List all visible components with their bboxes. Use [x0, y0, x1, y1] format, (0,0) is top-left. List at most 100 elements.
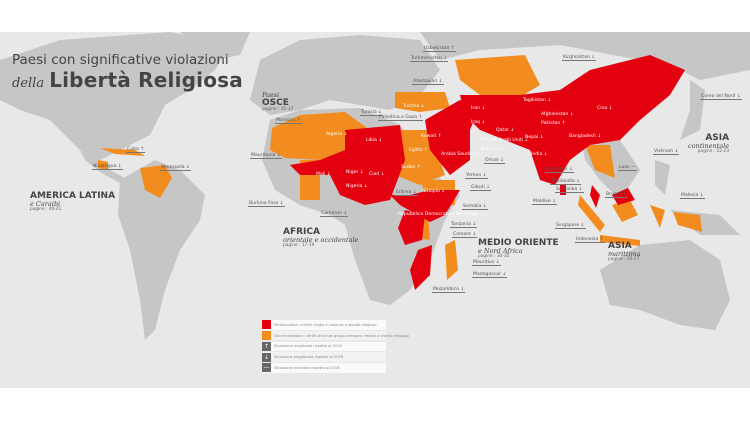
country-name: Maldive: [533, 199, 551, 204]
country-name: Eritrea: [396, 190, 412, 195]
legend-swatch-icon: [262, 320, 271, 330]
trend-arrow-icon: ↓: [674, 149, 679, 154]
title-prefix: della: [12, 76, 45, 91]
country-label: Mali ↓: [315, 172, 332, 177]
country-name: Cuba: [127, 147, 139, 152]
region-subtitle: e Nord Africa: [478, 247, 523, 256]
country-name: Afghanistan: [541, 112, 569, 117]
trend-arrow-icon: ↓: [460, 287, 465, 292]
country-name: Madagascar: [473, 272, 501, 277]
trend-arrow-icon: ↓: [441, 189, 446, 194]
trend-arrow-icon: ↑: [416, 165, 421, 170]
trend-arrow-icon: ↑: [140, 147, 145, 152]
legend-swatch-icon: —: [262, 363, 271, 373]
legend-swatch-icon: ↓: [262, 352, 271, 362]
country-name: Sri Lanka: [556, 187, 578, 192]
trend-arrow-icon: ↓: [279, 201, 284, 206]
country-label: Corea del Nord ↓: [700, 94, 742, 100]
country-label: Mauritius ↓: [472, 260, 501, 266]
legend-text: Situazione migliorata rispetto al 2016: [274, 344, 342, 349]
country-name: Venezuela: [161, 165, 185, 170]
trend-arrow-icon: ↓: [502, 272, 507, 277]
trend-arrow-icon: ↓: [472, 232, 477, 237]
region-name: ASIA: [705, 133, 730, 143]
country-name: Qatar: [496, 128, 509, 133]
trend-arrow-icon: ↑: [450, 46, 455, 51]
trend-arrow-icon: ↓: [420, 104, 425, 109]
legend-item: Persecuzione: crimini d'odio e violenze …: [262, 320, 386, 330]
trend-arrow-icon: ↓: [552, 199, 557, 204]
country-name: Mauritania: [251, 153, 276, 158]
country-name: Palestina e Gaza: [379, 115, 418, 120]
country-name: Tagikistan: [523, 98, 546, 103]
trend-arrow-icon: ↓: [186, 165, 190, 170]
country-label: Repubblica Democratica del Congo ↓: [397, 212, 485, 217]
trend-arrow-icon: ↓: [500, 158, 505, 163]
australia: [600, 240, 730, 330]
country-label: Nepal ↓: [524, 135, 545, 140]
country-name: Egitto: [409, 148, 423, 153]
trend-arrow-icon: ↓: [343, 132, 348, 137]
country-label: Tagikistan ↓: [522, 98, 552, 103]
country-label: Palestina e Gaza ↑: [378, 115, 424, 121]
region-name: Paesi: [262, 91, 280, 99]
country-label: Singapore ↓: [555, 223, 586, 229]
country-name: Mozambico: [433, 287, 460, 292]
trend-arrow-icon: ↓: [543, 152, 548, 157]
legend-item: — Situazione invariata rispetto al 2016: [262, 363, 386, 373]
country-label: Myanmar ↓: [545, 167, 574, 173]
country-label: Laos —: [618, 165, 637, 171]
trend-arrow-icon: ↓: [699, 193, 704, 198]
legend-text: Situazione peggiorata rispetto al 2016: [274, 355, 344, 360]
country-label: Afghanistan ↓: [540, 112, 575, 117]
trend-arrow-icon: ↓: [378, 110, 383, 115]
trend-arrow-icon: ↓: [412, 190, 417, 195]
trend-arrow-icon: ↓: [378, 138, 383, 143]
country-label: Eritrea ↓: [395, 190, 418, 196]
country-name: Tunisia: [361, 110, 377, 115]
country-label: Burkina Faso ↓: [248, 201, 285, 207]
trend-arrow-icon: ↓: [495, 260, 500, 265]
region-subtitle: orientale e occidentale: [283, 236, 359, 245]
region-name: AMERICA LATINA: [30, 191, 116, 201]
russia-asia: [420, 32, 750, 80]
region-pages: pagine : 22-23: [697, 149, 730, 155]
country-name: India: [531, 152, 543, 157]
country-label: Oman ↓: [484, 158, 506, 164]
region-pages: pagine : 30-32: [478, 254, 510, 260]
trend-arrow-icon: ↓: [569, 167, 573, 172]
country-name: Sudan: [401, 165, 416, 170]
country-label: Comore ↓: [452, 232, 478, 238]
trend-arrow-icon: ↑: [418, 115, 423, 120]
persecution-countries: [290, 55, 685, 290]
region-pages: pagine : 40-41: [30, 207, 62, 213]
country-name: Somalia: [463, 204, 482, 209]
country-name: Comore: [453, 232, 471, 237]
trend-arrow-icon: ↓: [510, 128, 515, 133]
trend-arrow-icon: ↓: [276, 153, 281, 158]
region-label: MEDIO ORIENTE e Nord Africa pagine : 30-32: [478, 238, 559, 260]
country-label: Pakistan ↑: [540, 121, 567, 126]
trend-arrow-icon: ↓: [438, 79, 443, 84]
country-name: Yemen: [466, 173, 482, 178]
country-label: Cuba ↑: [126, 147, 146, 153]
trend-arrow-icon: ↓: [622, 192, 627, 197]
country-name: Oman: [485, 158, 499, 163]
map-title-line1: Paesi con significative violazioni: [12, 52, 229, 68]
country-label: Libia ↓: [365, 138, 383, 143]
country-label: Turkmenistan ↓: [410, 56, 449, 62]
region-name: AFRICA: [283, 227, 320, 237]
legend: Persecuzione: crimini d'odio e violenze …: [262, 320, 409, 374]
country-name: Malesia: [681, 193, 699, 198]
country-name: Indonesia: [576, 237, 599, 242]
country-name: Burkina Faso: [249, 201, 279, 206]
trend-arrow-icon: ↓: [547, 98, 552, 103]
legend-item: Discriminazione: i diritti di alcuni gru…: [262, 330, 409, 341]
country-label: Tunisia ↓: [360, 110, 384, 116]
country-name: Bahrein: [481, 147, 499, 152]
region-label: AFRICA orientale e occidentale pagine : 17…: [283, 227, 359, 249]
country-label: Nicaragua ↓: [92, 164, 123, 170]
legend-swatch-icon: [262, 331, 271, 341]
country-name: Mauritius: [473, 260, 495, 265]
region-label: ASIA continentale pagine : 22-23: [688, 133, 730, 155]
